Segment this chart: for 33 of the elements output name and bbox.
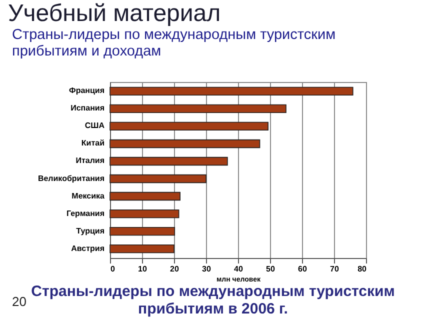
y-tick-label: Германия (66, 208, 105, 218)
y-tick-label: Испания (70, 104, 105, 113)
bar (110, 244, 174, 254)
x-tick-label: 50 (266, 264, 276, 274)
chart-title: Учебный материал (8, 0, 221, 27)
x-tick-label: 10 (138, 264, 148, 274)
bar (110, 209, 180, 218)
x-tick-label: 70 (330, 264, 340, 274)
y-tick-label: Великобритания (38, 174, 105, 183)
y-tick-label: Мексика (72, 191, 106, 200)
bar (110, 226, 176, 236)
text: 20 (12, 294, 26, 309)
chart-subtitle: Страны-лидеры по международным туристским прибытиям и доходам (12, 27, 336, 60)
bar (110, 192, 180, 201)
y-tick-label: Франция (69, 86, 105, 96)
x-tick-label: 30 (202, 264, 212, 274)
text: Страны-лидеры по международным туристским прибытиям в 2006 г. (31, 283, 395, 318)
y-tick-label: Австрия (71, 244, 105, 253)
y-tick-label: Италия (76, 156, 105, 166)
bar (110, 104, 286, 114)
y-tick-label: Турция (76, 226, 105, 236)
x-tick-label: 80 (358, 264, 368, 274)
x-tick-label: 0 (110, 264, 116, 274)
bar (110, 139, 260, 148)
bar (110, 174, 206, 184)
bar (110, 122, 268, 131)
x-tick-label: 20 (170, 264, 180, 274)
y-tick-label: США (84, 121, 105, 130)
x-tick-label: 40 (234, 264, 244, 274)
bar (110, 86, 354, 96)
bar (110, 156, 228, 166)
y-tick-label: Китай (81, 138, 105, 148)
x-tick-label: 60 (298, 264, 308, 274)
